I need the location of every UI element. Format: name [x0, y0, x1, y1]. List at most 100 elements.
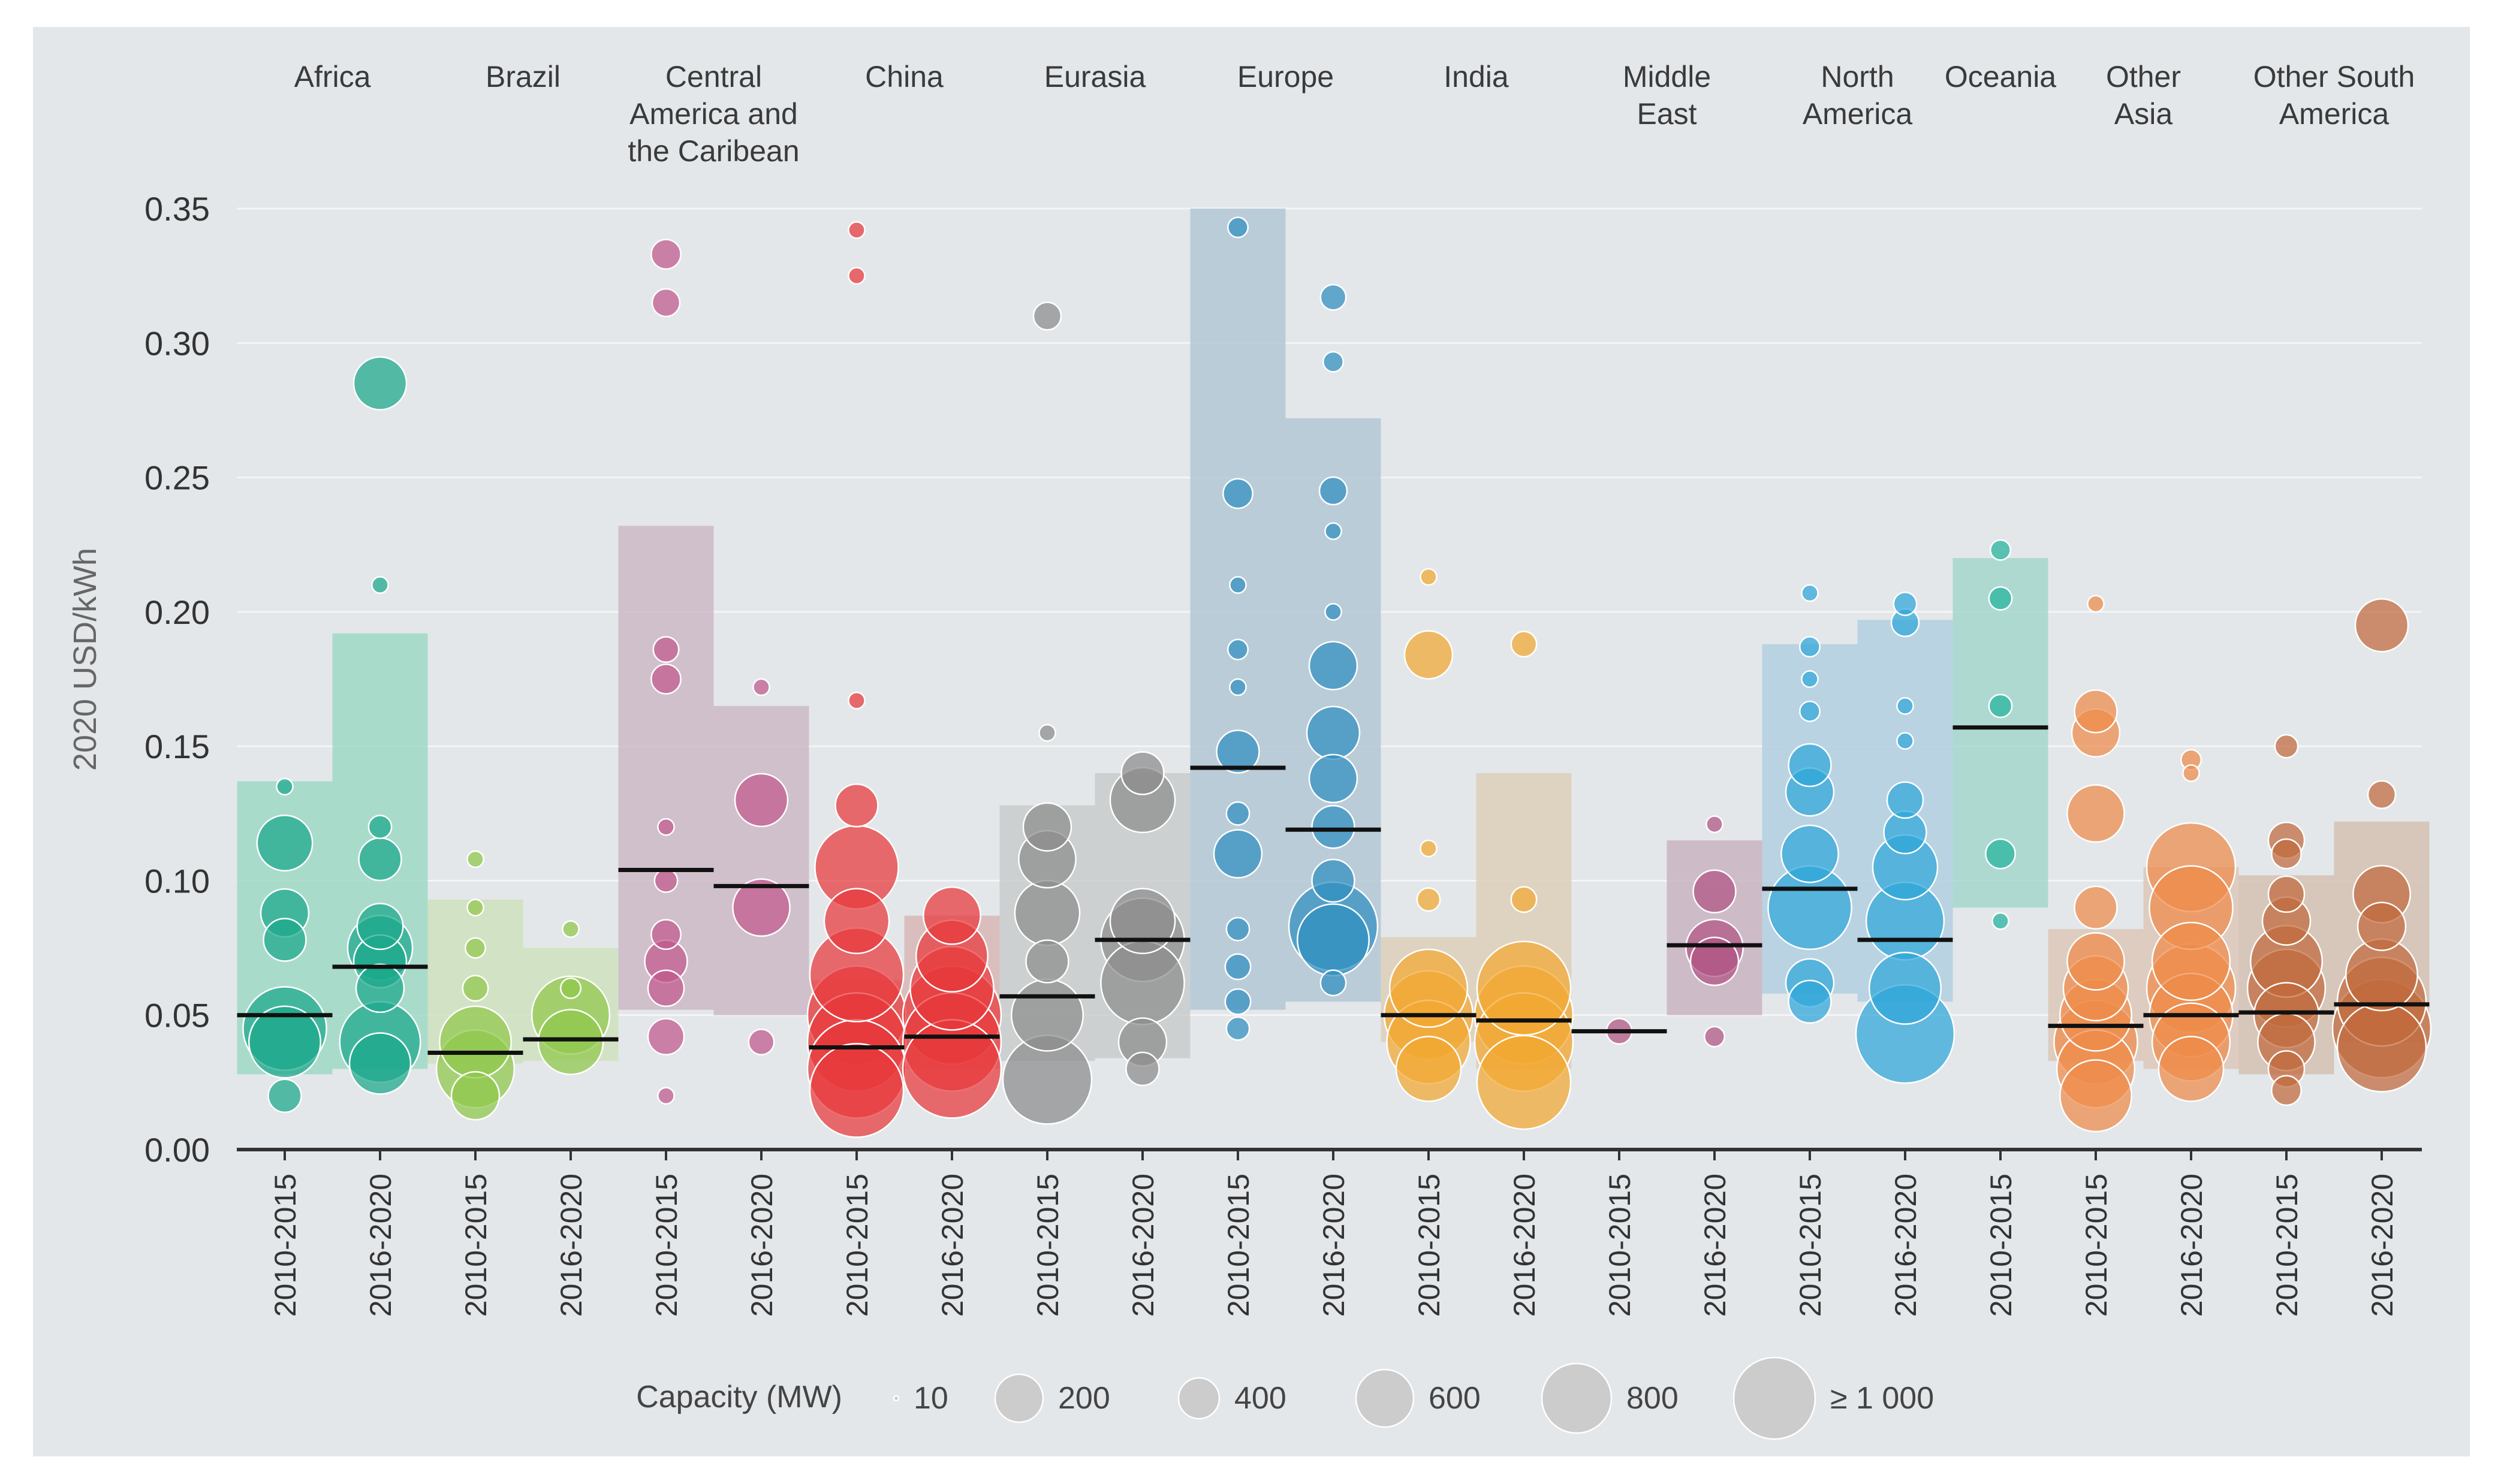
- project-bubble: [647, 1018, 685, 1055]
- legend-title: Capacity (MW): [636, 1380, 842, 1414]
- x-tick-label: 2016-2020: [364, 1174, 397, 1317]
- project-bubble: [1120, 751, 1165, 795]
- axes: 0.35 0.30 0.25 0.20 0.15 0.10 0.05 0.00 2020 USD…: [67, 190, 2422, 1169]
- range-band: [713, 705, 809, 1015]
- x-tick-label: 2010-2015: [2080, 1174, 2113, 1317]
- y-tick-label: 0.15: [144, 728, 210, 765]
- project-bubble: [650, 919, 682, 951]
- legend-label: ≥ 1 000: [1830, 1381, 1934, 1416]
- labels: 2010-2015 2016-2020 Africa 2010-2015 2016-20…: [269, 60, 2415, 1317]
- project-bubble: [358, 837, 402, 882]
- project-bubble: [1014, 879, 1081, 946]
- x-tick-label: 2010-2015: [269, 1174, 302, 1317]
- project-bubble: [1420, 839, 1438, 858]
- legend-label: 400: [1234, 1381, 1286, 1416]
- region-label: Central America and the Caribean: [628, 60, 799, 168]
- project-bubble: [1692, 869, 1737, 914]
- legend-bubble: [994, 1373, 1044, 1423]
- project-bubble: [1988, 693, 2013, 719]
- x-tick-label: 2010-2015: [1603, 1174, 1637, 1317]
- x-tick-label: 2010-2015: [650, 1174, 683, 1317]
- project-bubble: [2074, 885, 2118, 930]
- project-bubble: [834, 783, 879, 828]
- project-bubble: [1311, 805, 1355, 849]
- project-bubble: [1689, 936, 1740, 987]
- project-bubble: [848, 267, 866, 285]
- project-bubble: [1322, 351, 1344, 373]
- project-bubble: [1801, 584, 1819, 602]
- project-bubble: [1788, 979, 1832, 1024]
- project-bubble: [2059, 1059, 2132, 1133]
- project-bubble: [1225, 916, 1250, 942]
- median-lines: [237, 725, 2430, 1055]
- project-bubble: [562, 920, 580, 939]
- project-bubble: [1988, 586, 2013, 611]
- project-bubble: [2157, 1036, 2225, 1102]
- project-bubble: [734, 773, 789, 828]
- project-bubble: [1125, 1051, 1160, 1087]
- project-bubble: [1229, 678, 1247, 696]
- project-bubble: [1319, 969, 1347, 997]
- project-bubble: [923, 886, 981, 945]
- project-bubble: [1225, 801, 1250, 826]
- legend-label: 10: [914, 1381, 948, 1416]
- project-bubble: [1224, 988, 1252, 1015]
- y-tick-label: 0.05: [144, 997, 210, 1034]
- project-bubble: [1216, 729, 1260, 774]
- project-bubble: [367, 815, 393, 840]
- project-bubble: [1416, 887, 1441, 912]
- project-bubble: [450, 1071, 501, 1121]
- project-bubble: [1985, 838, 2016, 870]
- legend-bubble: [1177, 1377, 1221, 1420]
- project-bubble: [848, 692, 866, 710]
- project-bubble: [355, 963, 405, 1014]
- legend-bubble: [1732, 1356, 1816, 1440]
- project-bubble: [466, 898, 484, 917]
- project-bubble: [1025, 939, 1069, 984]
- project-bubble: [902, 1019, 1002, 1119]
- project-bubble: [2267, 875, 2306, 913]
- project-bubble: [1032, 301, 1062, 331]
- project-bubble: [2357, 901, 2407, 951]
- region-label: Europe: [1237, 60, 1334, 93]
- project-bubble: [652, 636, 680, 663]
- project-bubble: [651, 288, 681, 318]
- project-bubble: [465, 937, 486, 959]
- project-bubble: [256, 815, 314, 872]
- x-tick-label: 2016-2020: [1698, 1174, 1732, 1317]
- project-bubble: [263, 918, 307, 962]
- project-bubble: [537, 1009, 604, 1075]
- project-bubble: [1420, 568, 1438, 586]
- project-bubble: [809, 1042, 905, 1138]
- project-bubble: [2336, 1002, 2427, 1093]
- project-bubble: [1308, 753, 1358, 804]
- legend-bubble: [1541, 1362, 1613, 1434]
- project-bubble: [647, 969, 685, 1008]
- x-tick-label: 2016-2020: [1317, 1174, 1351, 1317]
- project-bubble: [1704, 1025, 1725, 1048]
- project-bubble: [1109, 888, 1176, 955]
- project-bubble: [1991, 912, 2009, 930]
- x-tick-label: 2010-2015: [1412, 1174, 1446, 1317]
- project-bubble: [1893, 591, 1918, 616]
- project-bubble: [248, 1005, 321, 1079]
- project-bubble: [657, 1087, 675, 1105]
- project-bubble: [1324, 603, 1342, 621]
- project-bubble: [2274, 734, 2299, 759]
- project-bubble: [732, 878, 791, 937]
- project-bubble: [2271, 1075, 2302, 1106]
- y-tick-label: 0.25: [144, 459, 210, 497]
- project-bubble: [752, 678, 770, 696]
- project-bubble: [1705, 815, 1723, 834]
- x-tick-label: 2010-2015: [1222, 1174, 1255, 1317]
- project-bubble: [1799, 636, 1821, 658]
- x-tick-label: 2016-2020: [555, 1174, 588, 1317]
- project-bubble: [650, 663, 682, 695]
- project-bubble: [1224, 953, 1252, 981]
- project-bubble: [1801, 670, 1819, 688]
- project-bubble: [1011, 978, 1084, 1052]
- legend-label: 800: [1626, 1381, 1679, 1416]
- project-bubble: [657, 818, 675, 836]
- y-tick-label: 0.35: [144, 190, 210, 228]
- project-bubble: [2367, 780, 2397, 810]
